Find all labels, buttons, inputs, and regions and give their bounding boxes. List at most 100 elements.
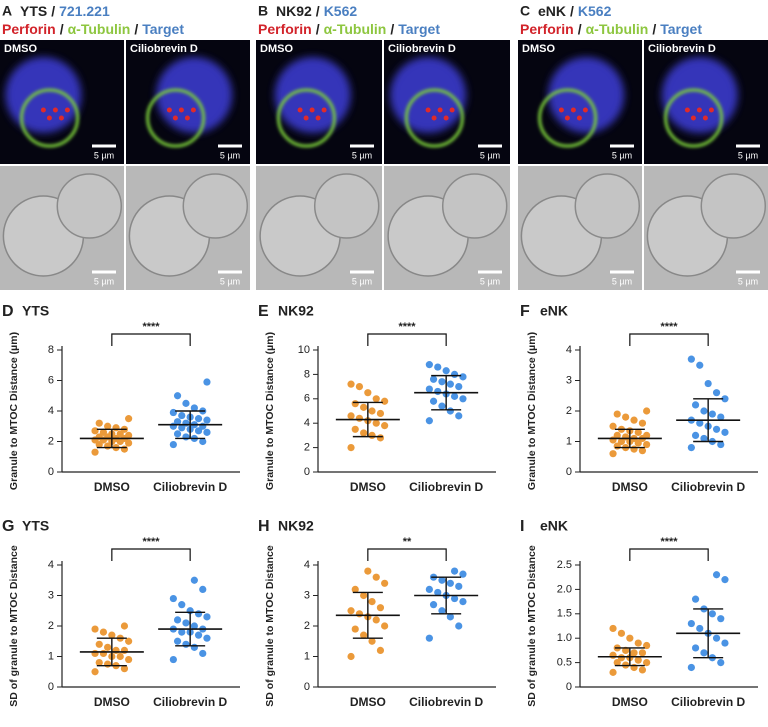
data-point — [372, 616, 380, 624]
condition-label: Ciliobrevin D — [648, 43, 716, 55]
bright-field-cell — [574, 173, 641, 239]
scale-bar-label: 5 µm — [94, 276, 114, 286]
data-point — [91, 668, 99, 676]
y-tick-label: 2 — [304, 620, 310, 632]
data-point — [360, 403, 368, 411]
significance-bracket — [629, 333, 709, 346]
data-point — [696, 361, 704, 369]
granule — [64, 107, 70, 113]
data-point — [643, 407, 651, 415]
nk-cell — [404, 88, 464, 148]
data-point — [99, 628, 108, 636]
y-tick-label: 0 — [304, 466, 310, 478]
separator: / — [316, 21, 320, 37]
significance-label: **** — [660, 321, 678, 333]
data-point — [455, 412, 463, 420]
granule — [437, 107, 443, 113]
data-point — [638, 649, 647, 657]
target-cell — [390, 57, 467, 133]
data-point — [425, 417, 433, 425]
data-point — [643, 431, 651, 439]
data-point — [687, 663, 695, 672]
data-point — [696, 419, 704, 427]
y-axis-label: SD of granule to MTOC Distance — [526, 545, 538, 707]
data-point — [425, 634, 433, 642]
data-point — [178, 411, 186, 420]
granule — [431, 115, 437, 121]
data-point — [700, 434, 708, 443]
stain: Target — [142, 21, 184, 37]
data-point — [368, 637, 376, 645]
data-point — [125, 637, 133, 645]
y-tick-label: 0 — [566, 466, 572, 478]
x-tick-label: DMSO — [94, 695, 130, 709]
y-tick-label: 2 — [566, 405, 572, 417]
data-point — [376, 604, 385, 612]
data-point — [459, 373, 467, 381]
data-point — [434, 588, 442, 597]
data-point — [104, 643, 112, 651]
significance-bracket — [111, 333, 191, 346]
data-point — [182, 619, 190, 627]
data-point — [95, 440, 103, 449]
granule — [315, 115, 321, 121]
data-point — [190, 576, 198, 584]
data-point — [190, 404, 198, 412]
granule — [449, 107, 455, 113]
scale-bar-label: 5 µm — [612, 276, 632, 286]
granule — [684, 107, 690, 113]
y-tick-label: 1.5 — [557, 608, 572, 620]
y-tick-label: 0 — [48, 466, 54, 478]
data-point — [429, 601, 438, 609]
data-point — [717, 440, 725, 449]
data-point — [194, 631, 203, 639]
data-point — [425, 585, 433, 594]
x-tick-label: Ciliobrevin D — [671, 695, 745, 709]
data-point — [438, 607, 446, 615]
chart-letter: F — [520, 303, 530, 320]
significance-bracket — [367, 548, 447, 561]
data-point — [199, 437, 207, 446]
condition-label: DMSO — [4, 43, 37, 55]
data-point — [169, 655, 177, 664]
granule — [297, 107, 303, 113]
data-point — [634, 656, 642, 664]
y-tick-label: 0 — [48, 681, 54, 693]
granule — [564, 115, 570, 121]
data-point — [691, 431, 700, 439]
data-point — [630, 416, 638, 424]
data-point — [376, 409, 385, 418]
data-point — [355, 383, 364, 391]
chart-letter: D — [2, 303, 14, 320]
data-point — [199, 649, 207, 658]
stain: Perforin — [520, 21, 574, 37]
scale-bar-label: 5 µm — [480, 150, 500, 160]
granule — [309, 107, 315, 113]
data-point — [99, 649, 108, 658]
nk-cell — [664, 88, 724, 148]
y-tick-label: 1 — [566, 435, 572, 447]
y-tick-label: 4 — [304, 559, 310, 571]
y-tick-label: 2.0 — [557, 583, 572, 595]
y-tick-label: 10 — [298, 344, 310, 356]
data-point — [691, 401, 700, 409]
y-tick-label: 4 — [304, 417, 310, 429]
target-cell — [156, 57, 233, 133]
chart-letter: H — [258, 518, 270, 535]
data-point — [634, 439, 642, 447]
data-point — [360, 591, 368, 600]
data-point — [355, 414, 364, 422]
data-point — [182, 640, 190, 648]
data-point — [609, 422, 617, 430]
chart-letter: E — [258, 303, 269, 320]
data-point — [455, 622, 463, 630]
significance-label: **** — [142, 321, 160, 333]
stain-legend: Perforin / α-Tubulin / Target — [2, 21, 184, 37]
data-point — [108, 631, 116, 639]
y-tick-label: 2 — [304, 442, 310, 454]
granule — [558, 107, 564, 113]
data-point — [91, 649, 99, 658]
scale-bar-label: 5 µm — [612, 150, 632, 160]
data-point — [446, 613, 454, 621]
target-name: K562 — [578, 3, 612, 19]
